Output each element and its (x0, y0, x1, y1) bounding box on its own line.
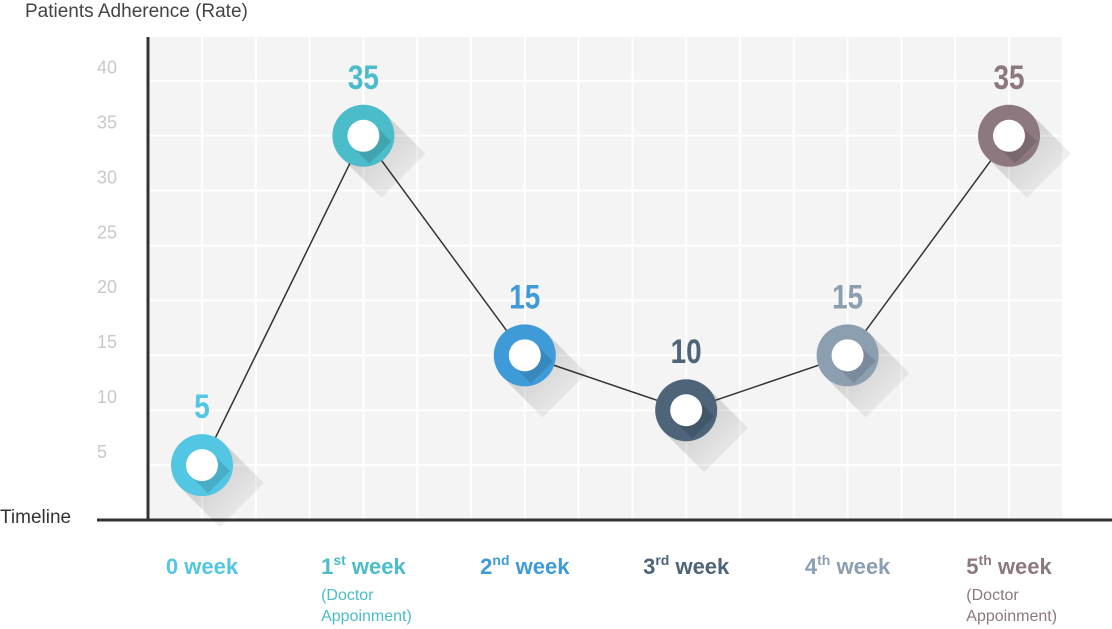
ordinal-suffix: th (979, 552, 992, 568)
value-label: 5 (194, 387, 210, 425)
note-line: Appoinment) (321, 608, 412, 625)
label-rest: week (346, 554, 407, 579)
x-axis-label: Timeline (0, 507, 71, 528)
value-label: 15 (509, 278, 540, 316)
note-line: (Doctor (966, 587, 1019, 604)
ordinal-number: 1 (321, 554, 333, 579)
ordinal-suffix: st (333, 552, 346, 568)
x-tick-label: 0 week (166, 554, 239, 579)
y-tick-label: 40 (97, 58, 117, 78)
value-label: 10 (671, 333, 702, 371)
label-rest: week (992, 554, 1053, 579)
y-tick-label: 35 (97, 113, 117, 133)
label-rest: week (510, 554, 571, 579)
category-note: (Doctor Appoinment) (321, 587, 412, 625)
x-tick-label: 4th week (805, 552, 891, 579)
ordinal-number: 2 (480, 554, 492, 579)
y-tick-label: 5 (97, 442, 107, 462)
y-tick-label: 30 (97, 167, 117, 187)
ordinal-number: 3 (643, 554, 655, 579)
ordinal-number: 5 (966, 554, 978, 579)
category-note: (Doctor Appoinment) (966, 587, 1057, 625)
x-tick-label: 2nd week (480, 552, 570, 579)
point-hole (670, 394, 703, 427)
data-line (201, 134, 1010, 466)
value-label: 35 (993, 58, 1024, 96)
point-hole (831, 339, 864, 372)
value-label: 35 (348, 58, 379, 96)
point-hole (508, 339, 541, 372)
label-rest: week (669, 554, 730, 579)
x-tick-label: 3rd week (643, 552, 730, 579)
ordinal-suffix: nd (492, 552, 509, 568)
y-tick-label: 20 (97, 277, 117, 297)
ordinal-suffix: th (817, 552, 830, 568)
point-hole (186, 449, 218, 482)
x-tick-label: 5th week (966, 552, 1052, 579)
note-line: (Doctor (321, 587, 374, 604)
y-tick-label: 15 (97, 332, 117, 352)
ordinal-number: 4 (805, 554, 818, 579)
chart-title: Patients Adherence (Rate) (25, 1, 248, 22)
x-tick-label: 1st week (321, 552, 406, 579)
y-tick-label: 25 (97, 222, 117, 242)
value-label: 15 (832, 278, 863, 316)
y-tick-label: 10 (97, 387, 117, 407)
note-line: Appoinment) (966, 608, 1057, 625)
ordinal-suffix: rd (655, 552, 669, 568)
vertical-grid (201, 37, 1010, 520)
point-hole (993, 119, 1025, 152)
point-hole (347, 119, 380, 152)
plot-background (148, 37, 1062, 519)
label-rest: week (830, 554, 891, 579)
